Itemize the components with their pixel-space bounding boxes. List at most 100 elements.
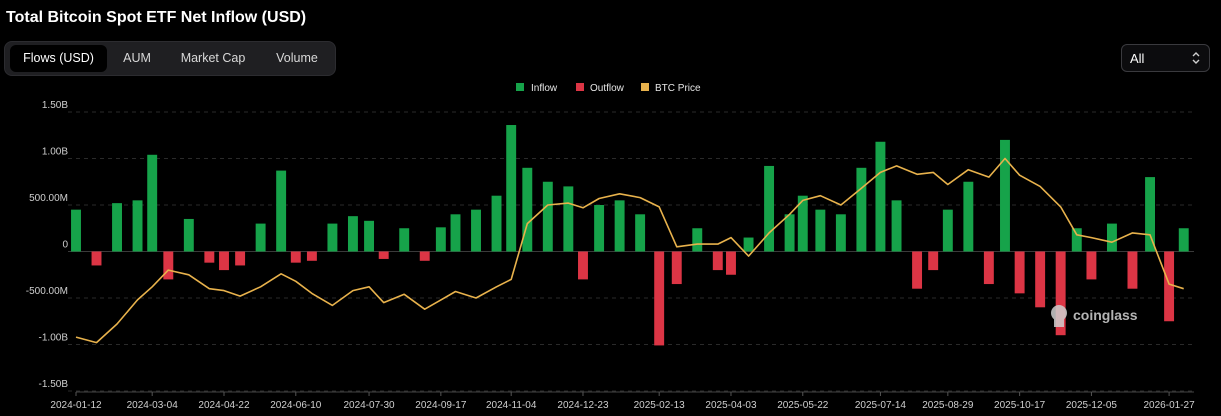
outflow-bar xyxy=(219,251,229,271)
x-tick-label: 2025-08-29 xyxy=(922,400,974,411)
tab-flows-usd[interactable]: Flows (USD) xyxy=(10,45,107,72)
outflow-bar xyxy=(235,251,246,266)
coinglass-watermark: coinglass xyxy=(1051,305,1138,327)
x-tick-label: 2025-12-05 xyxy=(1066,400,1118,411)
inflow-bar xyxy=(327,223,338,252)
x-tick-label: 2025-07-14 xyxy=(855,400,907,411)
inflow-bar xyxy=(491,195,502,252)
inflow-bar xyxy=(963,181,974,252)
inflow-bar xyxy=(542,181,553,252)
y-axis: 1.50B 1.00B 500.00M 0 -500.00M -1.00B -1.50B xyxy=(26,100,69,390)
tab-aum[interactable]: AUM xyxy=(123,51,151,65)
inflow-bar xyxy=(522,167,533,252)
legend-item-outflow[interactable]: Outflow xyxy=(576,83,625,94)
inflow-bar xyxy=(71,209,81,252)
chevron-updown-icon xyxy=(1192,52,1200,64)
outflow-bar xyxy=(1127,251,1138,289)
outflow-bar xyxy=(654,251,665,346)
outflow-bar xyxy=(1014,251,1025,294)
inflow-bar xyxy=(450,214,461,252)
y-tick-label: -1.00B xyxy=(39,333,69,344)
inflow-bar xyxy=(784,214,795,252)
inflow-bar xyxy=(471,209,481,252)
inflow-bar xyxy=(891,200,902,252)
outflow-bar xyxy=(290,251,301,263)
legend-swatch-inflow xyxy=(516,83,524,91)
inflow-bar xyxy=(875,141,886,252)
inflow-bar xyxy=(183,218,194,252)
legend-item-inflow[interactable]: Inflow xyxy=(516,83,558,94)
legend-label-btc-price: BTC Price xyxy=(655,83,701,94)
x-tick-label: 2024-01-12 xyxy=(50,400,102,411)
time-range-value: All xyxy=(1130,51,1145,66)
chart-legend: Inflow Outflow BTC Price xyxy=(516,83,701,94)
x-tick-label: 2024-12-23 xyxy=(557,400,609,411)
metric-tabs: Flows (USD) AUM Market Cap Volume xyxy=(4,41,336,76)
outflow-bar xyxy=(204,251,215,263)
x-tick-label: 2025-02-13 xyxy=(634,400,686,411)
inflow-bar xyxy=(942,209,953,252)
x-axis: 2024-01-12 2024-03-04 2024-04-22 2024-06-10… xyxy=(50,391,1196,411)
tab-volume[interactable]: Volume xyxy=(276,51,318,65)
y-tick-label: 500.00M xyxy=(29,193,68,204)
x-tick-label: 2025-04-03 xyxy=(705,400,757,411)
outflow-bar xyxy=(1035,251,1046,308)
outflow-bar xyxy=(1086,251,1097,280)
inflow-bar xyxy=(147,154,158,252)
chart-title: Total Bitcoin Spot ETF Net Inflow (USD) xyxy=(6,9,307,26)
x-tick-label: 2026-01-27 xyxy=(1144,400,1196,411)
x-tick-label: 2024-07-30 xyxy=(343,400,395,411)
x-tick-label: 2024-11-04 xyxy=(486,400,537,411)
legend-label-outflow: Outflow xyxy=(590,83,625,94)
inflow-bar xyxy=(132,200,143,252)
outflow-bar xyxy=(91,251,102,266)
inflow-bar xyxy=(399,228,410,252)
inflow-bar xyxy=(364,220,375,252)
inflow-bar xyxy=(506,125,517,252)
outflow-bar xyxy=(1164,251,1175,322)
inflow-bar xyxy=(276,170,287,252)
outflow-bar xyxy=(912,251,923,289)
inflow-bar xyxy=(1000,139,1010,252)
x-tick-label: 2024-03-04 xyxy=(127,400,179,411)
inflow-bar xyxy=(594,205,605,252)
outflow-bar xyxy=(726,251,736,275)
inflow-bar xyxy=(255,223,266,252)
inflow-bar xyxy=(563,186,574,252)
inflow-bar xyxy=(1106,223,1117,252)
inflow-bar xyxy=(797,195,808,252)
outflow-bar xyxy=(163,251,174,280)
time-range-select[interactable]: All xyxy=(1121,44,1210,72)
inflow-bar xyxy=(347,216,358,252)
outflow-bar xyxy=(1055,251,1066,336)
flow-bars xyxy=(71,125,1189,346)
inflow-bar xyxy=(815,209,826,252)
inflow-bar xyxy=(435,227,446,252)
x-tick-label: 2024-09-17 xyxy=(415,400,467,411)
outflow-bar xyxy=(578,251,588,280)
inflow-bar xyxy=(1178,228,1189,252)
outflow-bar xyxy=(419,251,430,261)
x-tick-label: 2025-10-17 xyxy=(994,400,1046,411)
legend-item-btc-price[interactable]: BTC Price xyxy=(641,83,701,94)
outflow-bar xyxy=(378,251,389,259)
x-tick-label: 2024-06-10 xyxy=(270,400,322,411)
legend-label-inflow: Inflow xyxy=(531,83,558,94)
inflow-bar xyxy=(614,200,625,252)
inflow-bar xyxy=(635,214,646,252)
y-tick-label: -1.50B xyxy=(39,379,69,390)
inflow-bar xyxy=(856,167,867,252)
y-tick-label: -500.00M xyxy=(26,286,68,297)
btc-price-line xyxy=(75,157,1184,344)
x-tick-label: 2025-05-22 xyxy=(777,400,829,411)
outflow-bar xyxy=(928,251,939,271)
inflow-bar xyxy=(692,228,703,252)
outflow-bar xyxy=(306,251,317,261)
outflow-bar xyxy=(983,251,994,285)
inflow-bar xyxy=(1071,228,1082,252)
y-tick-label: 0 xyxy=(62,240,68,251)
legend-swatch-btc-price xyxy=(641,83,649,91)
inflow-bar xyxy=(743,237,754,252)
tab-market-cap[interactable]: Market Cap xyxy=(180,51,246,65)
